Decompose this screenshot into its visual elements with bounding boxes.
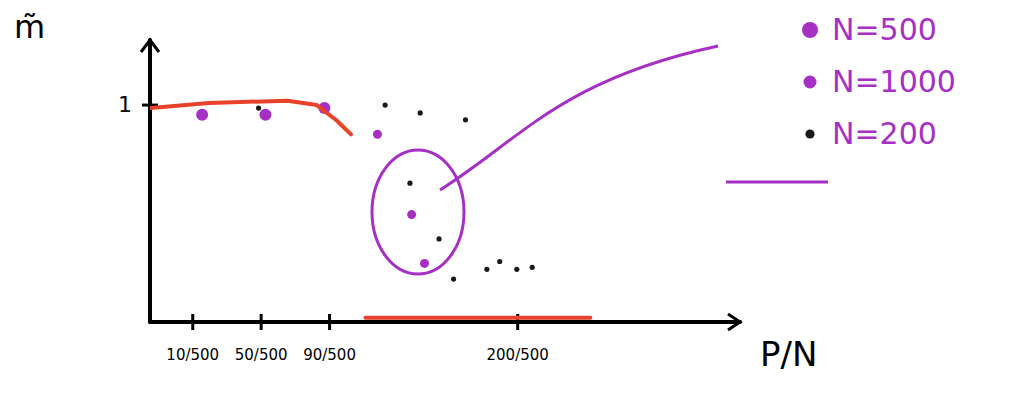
point bbox=[196, 109, 208, 121]
legend-label: N=500 bbox=[832, 12, 937, 47]
line bbox=[151, 101, 591, 318]
point bbox=[530, 265, 535, 270]
point bbox=[514, 267, 519, 272]
x-tick bbox=[260, 314, 263, 330]
point bbox=[484, 267, 489, 272]
point bbox=[256, 106, 261, 111]
x-tick-label: 90/500 bbox=[303, 346, 356, 364]
chart: 10/500 50/500 90/500 200/500 1 P/N m̃ N=500 N=10… bbox=[0, 0, 1013, 418]
y-axis bbox=[148, 40, 152, 322]
point bbox=[418, 110, 423, 115]
point bbox=[383, 102, 388, 107]
legend-label: N=200 bbox=[832, 116, 937, 151]
legend-marker bbox=[804, 76, 817, 89]
point bbox=[463, 117, 468, 122]
x-tick bbox=[328, 314, 331, 330]
x-tick-label: 50/500 bbox=[235, 346, 288, 364]
y-arrow bbox=[141, 40, 159, 52]
x-arrow bbox=[728, 314, 740, 330]
annotation-circle bbox=[372, 150, 464, 274]
x-tick-label: 10/500 bbox=[166, 346, 219, 364]
y-axis-title: m̃ bbox=[14, 8, 45, 46]
x-axis-title: P/N bbox=[760, 334, 817, 374]
legend-marker bbox=[802, 22, 818, 38]
plot-marks bbox=[151, 101, 591, 318]
point bbox=[497, 259, 502, 264]
point bbox=[436, 236, 441, 241]
x-tick-label: 200/500 bbox=[487, 346, 549, 364]
point bbox=[407, 210, 416, 219]
legend-line bbox=[726, 181, 828, 184]
x-tick bbox=[191, 314, 194, 330]
point bbox=[407, 181, 412, 186]
annotation-arrow bbox=[440, 46, 718, 190]
point bbox=[420, 259, 429, 268]
legend-marker bbox=[805, 129, 814, 138]
legend-label: N=1000 bbox=[832, 64, 956, 99]
point bbox=[373, 130, 382, 139]
x-axis bbox=[150, 320, 740, 324]
point bbox=[451, 276, 456, 281]
point bbox=[259, 109, 271, 121]
y-tick-label: 1 bbox=[118, 92, 132, 117]
